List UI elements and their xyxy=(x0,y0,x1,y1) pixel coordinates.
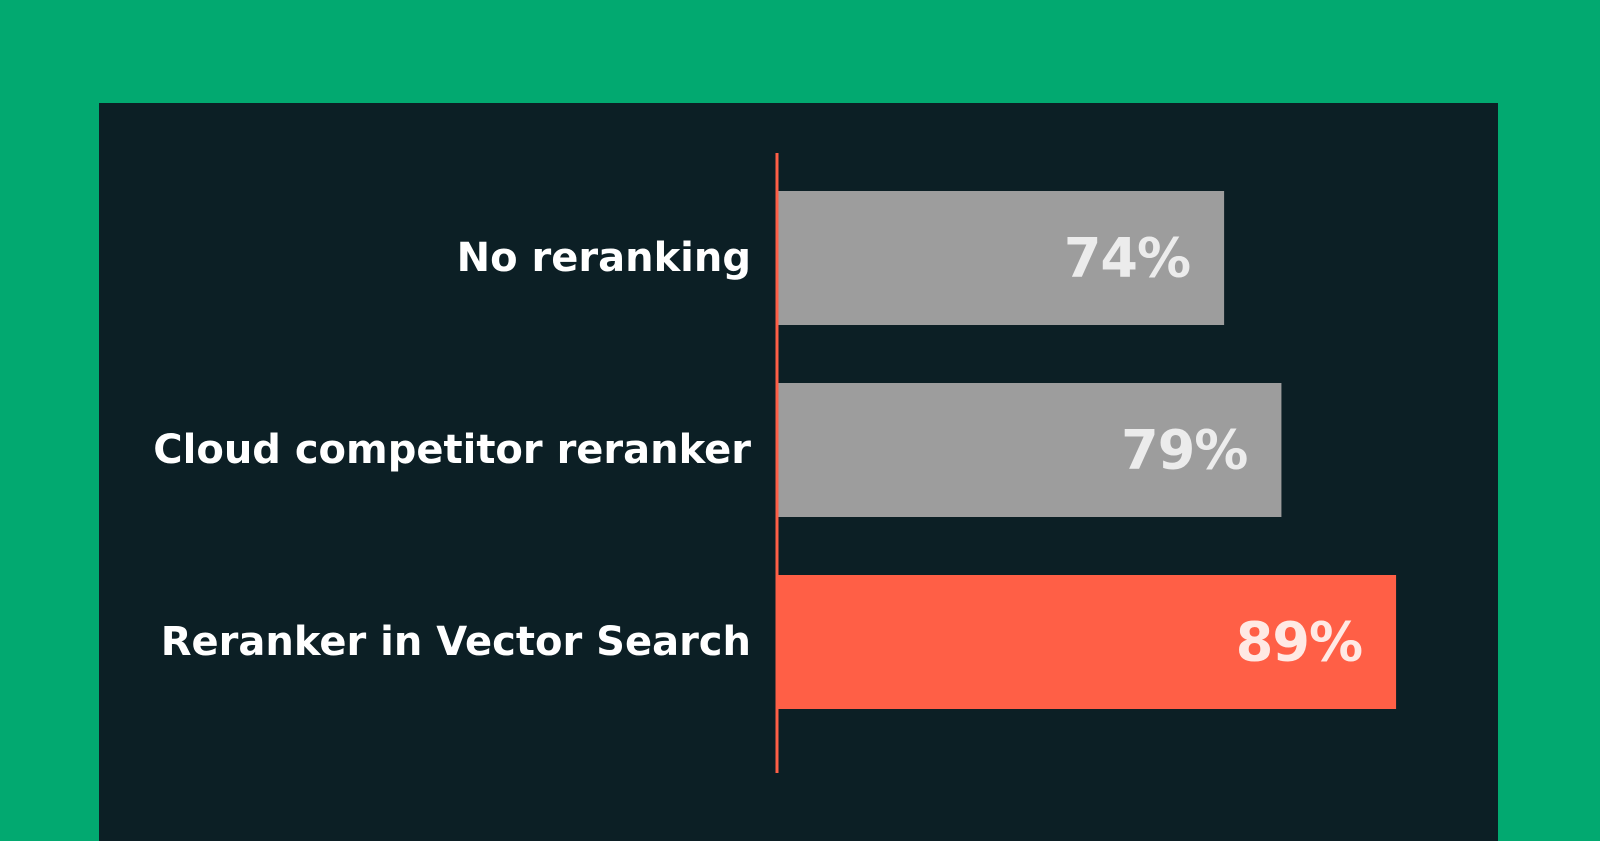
category-labels: No reranking Cloud competitor reranker Rer… xyxy=(153,235,751,665)
value-labels: 74% 79% 89% xyxy=(1064,227,1363,674)
category-label-no-reranking: No reranking xyxy=(457,235,751,281)
category-label-cloud-competitor-reranker: Cloud competitor reranker xyxy=(153,427,751,473)
bar-reranker-in-vector-search xyxy=(777,575,1397,709)
category-label-reranker-in-vector-search: Reranker in Vector Search xyxy=(161,619,751,665)
bar-group xyxy=(777,191,1397,709)
value-label-reranker-in-vector-search: 89% xyxy=(1236,611,1362,674)
bar-no-reranking xyxy=(777,191,1225,325)
value-label-cloud-competitor-reranker: 79% xyxy=(1121,419,1247,482)
chart-panel: No reranking Cloud competitor reranker Rer… xyxy=(99,103,1498,841)
bar-cloud-competitor-reranker xyxy=(777,383,1282,517)
bar-chart: No reranking Cloud competitor reranker Rer… xyxy=(153,153,1397,773)
value-label-no-reranking: 74% xyxy=(1064,227,1190,290)
